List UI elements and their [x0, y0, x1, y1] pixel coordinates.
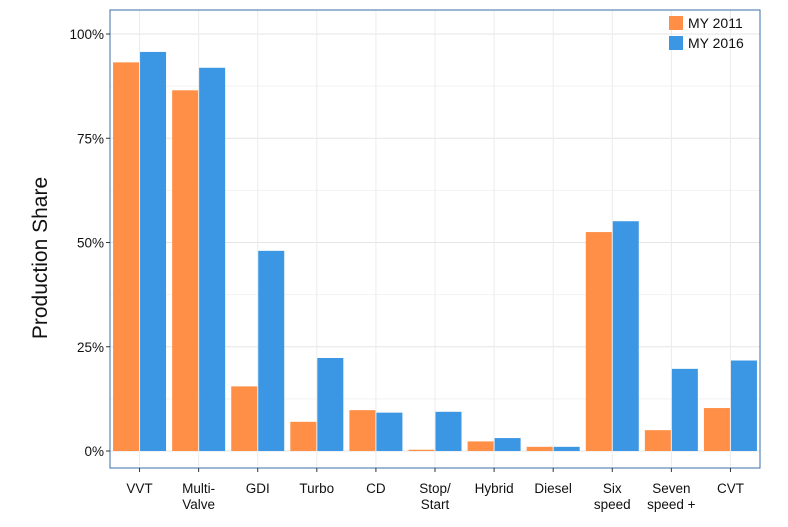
x-tick-label: speed + [647, 497, 696, 512]
x-tick-label: CVT [717, 481, 744, 496]
bar-my-2011 [467, 441, 494, 451]
bar-my-2016 [199, 67, 226, 451]
y-tick-label: 0% [84, 444, 104, 459]
x-tick-label: speed [594, 497, 631, 512]
x-tick-label: Valve [182, 497, 215, 512]
bars [113, 51, 757, 452]
bar-my-2011 [408, 449, 435, 451]
legend-swatch [669, 36, 683, 50]
x-tick-label: GDI [246, 481, 270, 496]
bar-my-2016 [258, 250, 285, 451]
bar-my-2016 [435, 411, 462, 451]
y-tick-label: 100% [69, 27, 104, 42]
x-tick-label: CD [366, 481, 386, 496]
bar-my-2011 [290, 421, 317, 451]
y-tick-label: 25% [77, 340, 104, 355]
legend: MY 2011 MY 2016 [669, 15, 744, 51]
bar-my-2011 [703, 408, 730, 451]
bar-my-2016 [671, 368, 698, 451]
legend-label: MY 2011 [688, 15, 743, 31]
x-tick-label: Diesel [534, 481, 572, 496]
bar-my-2011 [585, 232, 612, 451]
x-tick-label: Six [603, 481, 622, 496]
bar-my-2011 [349, 410, 376, 451]
x-tick-label: VVT [126, 481, 152, 496]
bar-my-2011 [526, 446, 553, 451]
legend-swatch [669, 16, 683, 30]
legend-label: MY 2016 [688, 35, 744, 51]
bar-my-2016 [553, 446, 580, 451]
bar-my-2011 [172, 90, 199, 452]
bar-my-2011 [231, 386, 258, 451]
bar-my-2016 [494, 438, 521, 451]
bar-my-2011 [113, 62, 140, 452]
x-tick-label: Stop/ [419, 481, 451, 496]
x-tick-label: Seven [652, 481, 690, 496]
bar-my-2016 [140, 51, 167, 451]
bar-my-2011 [644, 430, 671, 451]
x-tick-label: Hybrid [475, 481, 514, 496]
x-tick-label: Turbo [299, 481, 334, 496]
x-tick-label: Multi- [182, 481, 215, 496]
y-axis-label: Production Share [29, 177, 52, 339]
y-tick-label: 50% [77, 236, 104, 251]
y-axis-ticks: 0% 25% 50% 75% 100% [69, 27, 110, 459]
bar-my-2016 [317, 358, 344, 451]
bar-my-2016 [376, 412, 403, 451]
bar-my-2016 [612, 221, 639, 451]
x-tick-label: Start [421, 497, 450, 512]
y-tick-label: 75% [77, 131, 104, 146]
x-axis-ticks: VVT Multi-Valve GDI Turbo CD Stop/Start Hybrid… [126, 468, 744, 512]
bar-my-2016 [730, 360, 757, 451]
